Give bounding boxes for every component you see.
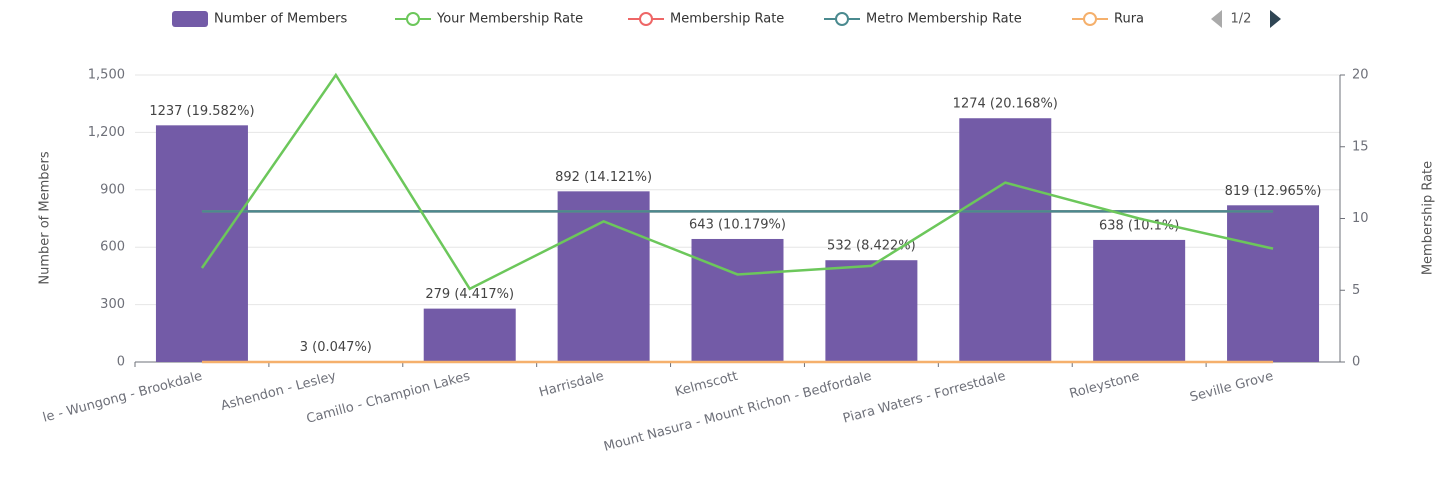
x-tick-label: Kelmscott [674,369,740,400]
legend-next[interactable] [1270,10,1281,28]
y-axis-title: Number of Members [38,151,53,284]
legend-prev[interactable] [1211,10,1222,28]
bar [825,260,918,362]
y2-tick-label: 15 [1352,139,1369,154]
bar [423,308,516,362]
bar [557,191,650,362]
legend-label: Your Membership Rate [436,12,583,27]
line [200,72,1274,291]
legend-swatch [835,12,849,26]
x-tick-label: Roleystone [1068,369,1141,402]
data-label: 643 (10.179%) [689,217,786,232]
legend-swatch [639,12,653,26]
legend-label: Membership Rate [670,12,784,27]
y-tick-label: 300 [100,297,125,312]
data-label: 279 (4.417%) [425,287,514,302]
x-tick-label: le - Wungong - Brookdale [41,369,204,426]
y2-tick-label: 0 [1352,355,1360,370]
data-label: 1237 (19.582%) [149,104,254,119]
legend-label: Metro Membership Rate [866,12,1022,27]
y2-tick-label: 5 [1352,283,1360,298]
legend-swatch [172,11,208,27]
legend-swatch [406,12,420,26]
legend-swatch [1083,12,1097,26]
y-tick-label: 1,500 [88,68,125,83]
x-tick-label: Ashendon - Lesley [219,369,338,414]
bar [1093,239,1186,362]
y-tick-label: 600 [100,240,125,255]
y2-tick-label: 20 [1352,68,1369,83]
bar [691,238,784,362]
legend-label: Rural M [1114,12,1163,27]
x-tick-label: Harrisdale [538,369,606,401]
y2-axis-title: Membership Rate [1421,161,1436,275]
y-tick-label: 900 [100,182,125,197]
data-label: 3 (0.047%) [300,340,372,355]
data-label: 819 (12.965%) [1225,184,1322,199]
data-label: 1274 (20.168%) [953,97,1058,112]
y2-tick-label: 10 [1352,211,1369,226]
bar [155,125,248,362]
y-tick-label: 0 [117,355,125,370]
legend-label: Number of Members [214,12,347,27]
data-label: 532 (8.422%) [827,239,916,254]
data-label: 892 (14.121%) [555,170,652,185]
x-tick-label: Seville Grove [1188,369,1275,406]
legend-page: 1/2 [1231,12,1252,27]
bar [959,118,1052,362]
bar [1227,205,1320,362]
y-tick-label: 1,200 [88,125,125,140]
